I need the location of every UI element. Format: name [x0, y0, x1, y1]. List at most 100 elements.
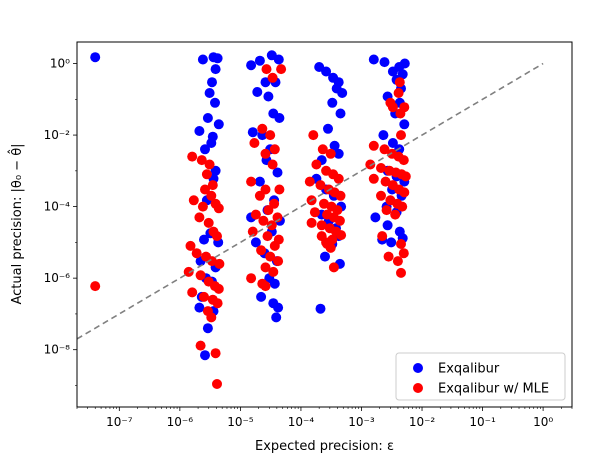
point-series1-37	[267, 72, 278, 83]
point-series1-9	[197, 201, 208, 212]
point-series1-85	[334, 215, 345, 226]
x-tick-label: 10⁰	[533, 415, 553, 429]
y-tick-label: 10⁻⁸	[44, 343, 71, 357]
legend-marker-exqalibur	[413, 363, 423, 373]
point-series1-94	[328, 262, 339, 273]
y-axis-label: Actual precision: |θ₀ − θ̂|	[8, 143, 25, 304]
point-series0-67	[323, 123, 333, 134]
legend: Exqalibur Exqalibur w/ MLE	[395, 352, 566, 401]
point-series0-86	[399, 58, 410, 69]
point-series1-11	[213, 203, 224, 214]
point-series0-44	[254, 176, 265, 187]
point-series1-46	[274, 184, 285, 195]
point-series0-94	[399, 119, 410, 130]
point-series0-108	[386, 237, 397, 248]
point-series0-28	[200, 350, 210, 361]
point-series1-4	[201, 169, 212, 180]
point-series1-63	[246, 273, 257, 284]
point-series1-100	[387, 102, 398, 113]
point-series1-77	[335, 190, 346, 201]
point-series1-60	[273, 256, 284, 267]
point-series1-26	[187, 287, 198, 298]
point-series1-90	[336, 230, 347, 241]
point-series1-115	[368, 173, 379, 184]
point-series1-131	[396, 267, 406, 278]
point-series1-57	[269, 240, 280, 251]
point-series1-50	[250, 209, 261, 220]
point-series0-29	[246, 60, 257, 71]
point-series0-5	[207, 77, 217, 88]
point-series0-4	[210, 64, 221, 75]
point-series1-52	[258, 215, 269, 226]
point-series1-69	[311, 159, 322, 170]
point-series0-106	[382, 220, 393, 231]
point-series1-59	[265, 251, 276, 262]
x-axis-label: Expected precision: ε	[255, 439, 394, 454]
point-series1-119	[399, 187, 410, 198]
point-series1-129	[392, 256, 403, 267]
point-series0-43	[272, 167, 283, 178]
point-series1-65	[260, 281, 271, 292]
point-series0-69	[333, 148, 344, 159]
point-series1-68	[325, 148, 336, 159]
point-series1-7	[206, 190, 217, 201]
point-series0-7	[210, 97, 220, 108]
point-series1-38	[257, 123, 268, 134]
point-series0-50	[250, 237, 261, 248]
point-series1-110	[376, 163, 386, 173]
point-series0-68	[329, 140, 340, 151]
point-series1-6	[200, 184, 210, 195]
y-tick-label: 10⁻⁶	[44, 271, 71, 285]
point-series1-108	[398, 155, 409, 166]
point-series1-62	[268, 266, 279, 277]
point-series0-95	[378, 130, 389, 141]
point-series0-87	[387, 66, 398, 77]
point-series1-54	[247, 226, 258, 237]
point-series1-25	[213, 283, 224, 294]
point-series1-58	[256, 245, 267, 256]
point-series1-42	[260, 148, 271, 159]
y-tick-label: 10⁰	[50, 57, 70, 71]
point-series0-82	[315, 303, 326, 314]
point-series1-1	[187, 151, 198, 162]
point-series1-53	[266, 220, 277, 231]
point-series1-61	[260, 262, 271, 273]
point-series1-72	[333, 173, 344, 184]
point-series1-12	[194, 212, 205, 223]
point-series1-17	[191, 248, 202, 259]
point-series1-39	[265, 130, 276, 141]
point-series1-73	[304, 176, 315, 187]
point-series1-44	[246, 176, 257, 187]
point-series1-96	[325, 242, 336, 253]
point-series0-35	[252, 87, 263, 97]
legend-box	[395, 352, 566, 401]
point-series1-21	[183, 266, 194, 277]
point-series1-43	[267, 159, 278, 170]
point-series0-2	[197, 54, 208, 65]
legend-label-exqalibur: Exqalibur	[438, 362, 500, 377]
point-series1-32	[195, 340, 206, 351]
point-series1-74	[315, 180, 326, 191]
point-series1-3	[204, 159, 215, 170]
point-series1-8	[188, 195, 199, 206]
point-series1-128	[398, 248, 409, 259]
point-series1-109	[365, 159, 376, 170]
point-series1-33	[210, 348, 221, 359]
point-series1-55	[262, 231, 273, 242]
point-series0-25	[194, 302, 205, 313]
point-series0-96	[387, 138, 398, 148]
point-series0-57	[273, 302, 284, 313]
point-series1-66	[308, 130, 319, 141]
point-series0-36	[263, 91, 274, 102]
point-series0-65	[327, 97, 338, 108]
point-series1-127	[396, 239, 406, 249]
point-series1-27	[199, 291, 209, 302]
point-series0-58	[271, 312, 282, 323]
point-series1-15	[212, 231, 222, 242]
point-series0-9	[213, 119, 224, 130]
point-series1-86	[306, 217, 317, 228]
point-series0-60	[321, 66, 332, 77]
point-series0-0	[90, 52, 101, 63]
point-series0-83	[368, 54, 379, 65]
